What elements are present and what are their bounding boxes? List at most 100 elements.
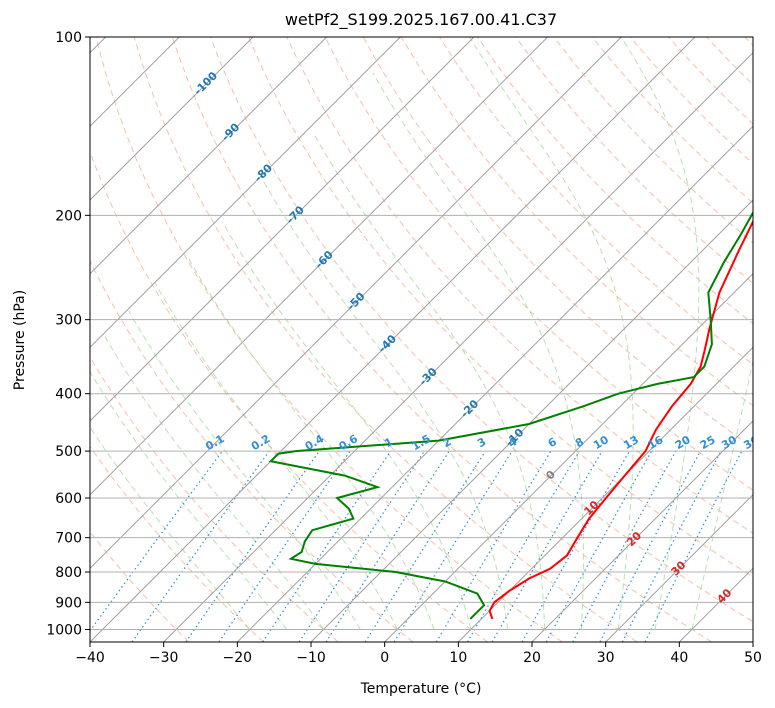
y-tick-label: 1000 [46,622,82,638]
mixing-ratio-label: 0.6 [337,432,361,453]
moist-adiabat-line [469,37,634,630]
x-tick-label: 20 [523,650,541,666]
y-axis: 100 200 300 400 500 600 700 800 900 1000 [46,30,90,638]
x-tick-label: −40 [75,650,105,666]
dry-adiabat-line [210,37,753,623]
moist-adiabat-line [262,180,509,630]
temperature-profile-line [488,219,753,620]
isotherm-line [90,37,622,570]
y-tick-label: 900 [55,595,82,611]
moist-adiabat-line [187,256,435,630]
moist-adiabat-line [620,37,700,630]
moist-adiabat-line [154,282,398,630]
x-tick-label: 10 [449,650,467,666]
dry-adiabat-line [90,445,264,642]
mixing-ratio-label: 36 [741,433,761,452]
mixing-ratio-line [90,450,223,632]
isotherm-label: 0 [543,468,558,483]
mixing-ratio-line [466,450,580,642]
mixing-ratio-line [599,450,702,642]
x-tick-label: −30 [149,650,179,666]
dry-adiabat-line [90,259,414,642]
mixing-ratio-label: 13 [621,433,641,452]
dry-adiabat-line [553,37,753,244]
dry-adiabat-line [706,37,753,86]
mixing-ratio-line [572,450,677,642]
isotherm-line [90,37,549,496]
dry-adiabat-line [171,37,712,642]
moist-adiabat-line [104,336,324,630]
x-tick-label: 50 [744,650,762,666]
x-axis-title: Temperature (°C) [360,681,482,697]
isotherm-line [531,420,753,642]
isotherm-line [163,51,753,642]
mixing-ratio-label: 20 [673,433,693,452]
isotherm-line [678,567,753,642]
mixing-ratio-line [185,450,320,642]
isotherm-line [90,37,254,201]
mixing-ratio-line [393,450,513,642]
y-axis-title: Pressure (hPa) [12,290,28,390]
mixing-ratio-label: 0.2 [249,432,272,453]
dry-adiabat-line [744,37,753,47]
dry-adiabat-line [90,356,339,642]
dewpoint-profile-line [268,210,753,620]
mixing-ratio-line [325,450,450,642]
y-tick-label: 500 [55,444,82,460]
dry-adiabat-line [133,37,638,642]
dry-adiabat-line [591,37,753,204]
y-tick-label: 400 [55,387,82,403]
dry-adiabat-line [90,531,190,642]
mixing-ratio-line [364,450,486,642]
y-tick-label: 600 [55,491,82,507]
mixing-ratio-line [131,450,270,642]
y-tick-label: 100 [55,30,82,46]
isotherm-line [90,37,401,349]
mixing-ratio-line [218,450,351,642]
isotherm-line [90,37,696,642]
mixing-ratio-label: 6 [546,435,559,450]
isotherm-label: 10 [581,498,601,518]
chart-title: wetPf2_S199.2025.167.00.41.C37 [285,10,557,30]
moist-adiabat-line [128,310,361,630]
y-tick-label: 800 [55,565,82,581]
moist-adiabat-line [221,221,472,630]
isotherm-line [236,125,753,642]
mixing-ratio-line [644,450,743,642]
x-tick-label: −10 [296,650,326,666]
isotherm-label: -50 [344,290,367,313]
y-tick-label: 200 [55,208,82,224]
moist-adiabat-line [691,358,753,630]
isotherm-line [752,641,753,642]
isotherm-label: -40 [376,332,399,355]
mixing-ratio-line [262,450,392,642]
dry-adiabat-line [286,37,753,534]
moist-adiabat-line [312,132,546,630]
x-tick-label: 0 [380,650,389,666]
dry-adiabat-line [438,37,753,366]
x-axis: −40 −30 −20 −10 0 10 20 30 40 50 [75,642,762,666]
y-tick-label: 700 [55,531,82,547]
isotherm-line [457,346,753,642]
x-tick-label: −20 [223,650,253,666]
moist-adiabat-line [90,426,251,630]
dry-adiabat-line [324,37,753,491]
isotherm-line [90,37,475,422]
plot-frame [89,36,754,643]
x-tick-label: 30 [597,650,615,666]
isotherm-line [605,493,753,642]
dry-adiabat-line [248,37,753,578]
isotherm-line [384,272,753,642]
mixing-ratio-label: 10 [591,433,611,452]
mixing-ratio-label: 3 [475,435,488,450]
dry-adiabat-line [95,37,563,642]
isotherm-line [90,37,328,275]
moist-adiabat-line [372,72,584,630]
mixing-ratio-line [435,450,552,642]
mixing-ratio-line [298,450,425,642]
y-tick-label: 300 [55,313,82,329]
plot-area: -100-90-80-70-60-50-40-30-20-10010203040… [90,37,761,642]
dry-adiabat-line [515,37,753,284]
dry-adiabat-line [90,150,488,642]
